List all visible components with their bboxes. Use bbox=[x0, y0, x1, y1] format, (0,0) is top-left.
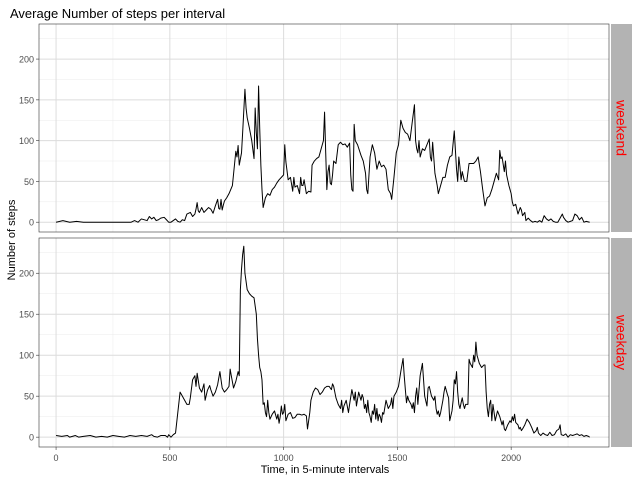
x-axis-title: Time, in 5-minute intervals bbox=[261, 464, 390, 476]
x-tick-label: 500 bbox=[162, 453, 177, 463]
y-axis-title: Number of steps bbox=[6, 199, 18, 280]
chart-title: Average Number of steps per interval bbox=[10, 6, 225, 21]
y-tick-label: 50 bbox=[24, 177, 34, 187]
facets-layer: 0 50 100 150 200 weekend 0 50 100 150 200 weekday 0 5… bbox=[19, 23, 632, 463]
series-line-weekday bbox=[55, 245, 590, 438]
facet-panel-weekend: 0 50 100 150 200 weekend bbox=[19, 23, 632, 233]
panel-border bbox=[38, 23, 610, 233]
facet-panel-weekday: 0 50 100 150 200 weekday 0 500 1000 1500 2000 bbox=[19, 237, 632, 463]
y-tick-label: 0 bbox=[29, 433, 34, 443]
x-tick-label: 1500 bbox=[387, 453, 407, 463]
panel-border bbox=[38, 237, 610, 448]
y-tick-label: 100 bbox=[19, 136, 34, 146]
facet-strip bbox=[611, 24, 632, 232]
y-tick-label: 200 bbox=[19, 269, 34, 279]
x-tick-label: 1000 bbox=[274, 453, 294, 463]
y-tick-label: 200 bbox=[19, 55, 34, 65]
panel-background bbox=[39, 238, 609, 447]
x-tick-label: 0 bbox=[54, 453, 59, 463]
series-line-weekend bbox=[55, 85, 590, 223]
facet-strip bbox=[611, 238, 632, 447]
y-tick-label: 100 bbox=[19, 351, 34, 361]
facet-strip-label: weekend bbox=[614, 99, 630, 156]
y-tick-label: 150 bbox=[19, 310, 34, 320]
facet-strip-label: weekday bbox=[614, 314, 630, 370]
y-tick-label: 0 bbox=[29, 218, 34, 228]
x-tick-label: 2000 bbox=[501, 453, 521, 463]
y-tick-label: 50 bbox=[24, 392, 34, 402]
y-tick-label: 150 bbox=[19, 95, 34, 105]
